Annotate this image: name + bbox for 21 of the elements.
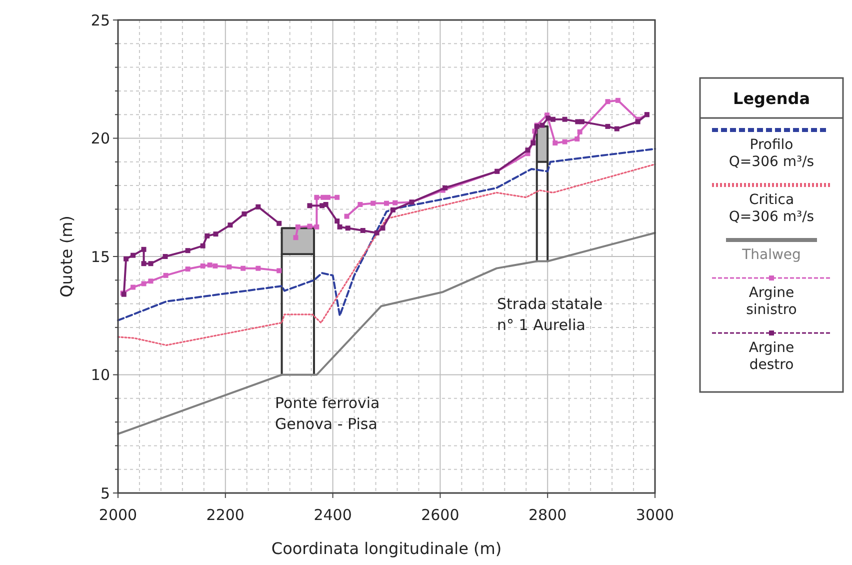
text: Thalweg <box>741 247 801 263</box>
x-tick-label: 2400 <box>314 506 352 524</box>
x-tick-label: 2200 <box>206 506 244 524</box>
y-tick-label: 25 <box>90 11 110 30</box>
legend-title: Legenda <box>733 89 810 108</box>
x-tick-label: 2800 <box>528 506 567 524</box>
y-axis-title: Quote (m) <box>57 216 76 298</box>
y-tick-label: 5 <box>100 484 110 502</box>
annotation: Ponte ferrovia Genova - Pisa <box>275 394 380 433</box>
x-tick-label: 3000 <box>636 506 674 524</box>
legend-label: Argine sinistro <box>746 285 797 318</box>
legend-label: Profilo Q=306 m³/s <box>728 137 814 170</box>
legend-label: Argine destro <box>748 340 794 373</box>
x-tick-label: 2600 <box>421 506 460 524</box>
legend-label: Critica Q=306 m³/s <box>728 192 814 225</box>
x-axis-title: Coordinata longitudinale (m) <box>271 539 502 558</box>
y-tick-label: 15 <box>90 248 110 266</box>
x-tick-label: 2000 <box>98 506 138 524</box>
y-tick-label: 20 <box>90 130 110 148</box>
y-tick-label: 10 <box>90 366 110 384</box>
annotation: Strada statale n° 1 Aurelia <box>497 295 603 334</box>
